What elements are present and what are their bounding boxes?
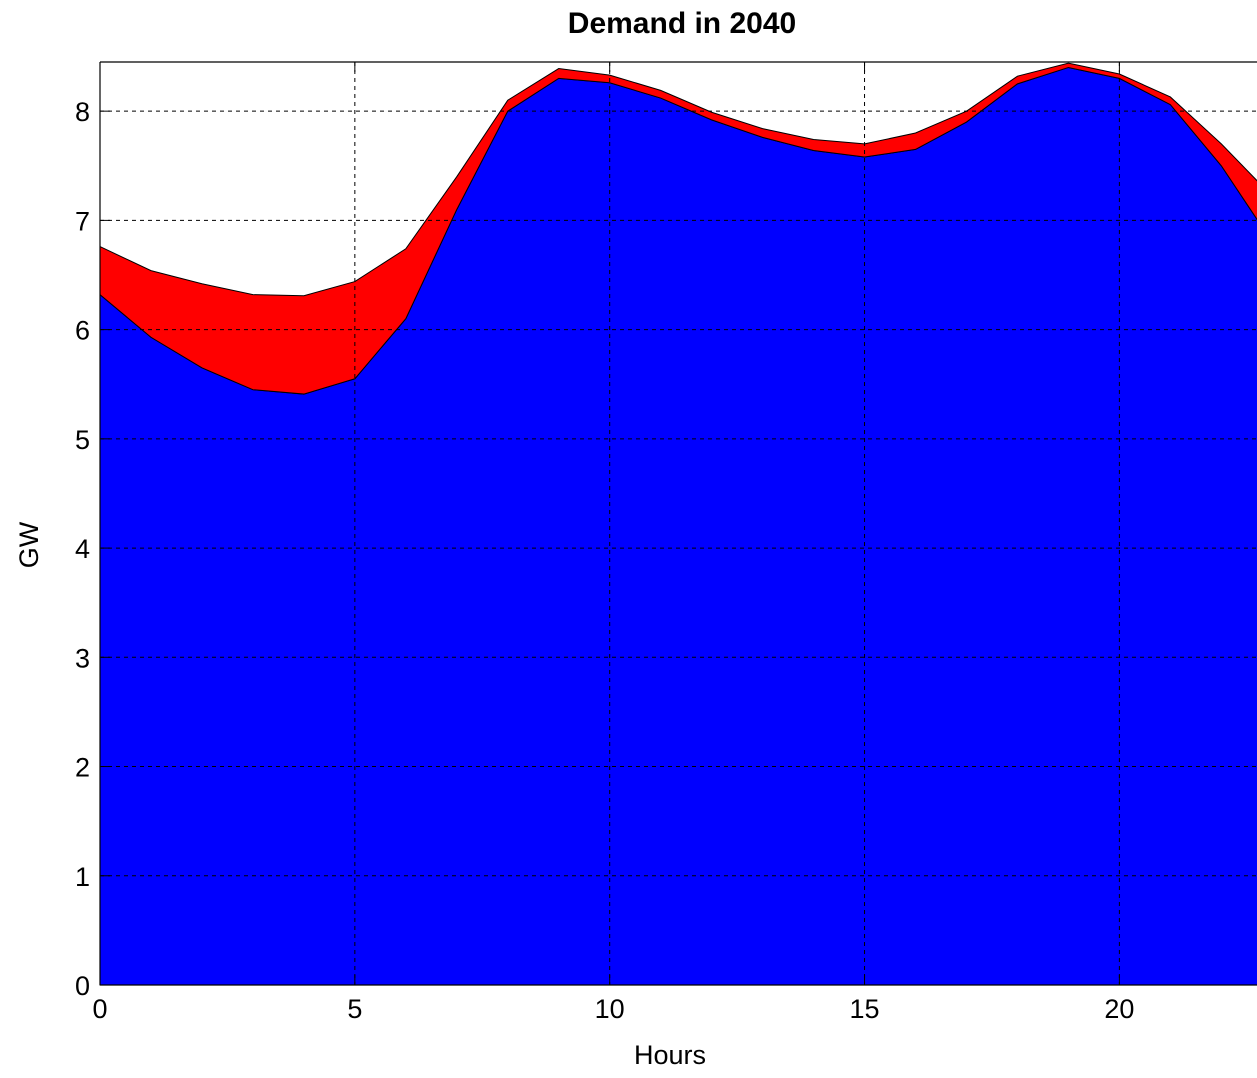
area-layer xyxy=(99,62,1257,986)
chart-title: Demand in 2040 xyxy=(568,7,796,40)
y-tick-label: 0 xyxy=(75,971,90,1001)
x-tick-label: 0 xyxy=(92,994,107,1024)
x-tick-label: 20 xyxy=(1104,994,1134,1024)
y-tick-label: 5 xyxy=(75,425,90,455)
area-series-1 xyxy=(99,66,1257,986)
y-tick-label: 7 xyxy=(75,206,90,236)
area-series-2 xyxy=(99,62,1257,395)
y-tick-label: 1 xyxy=(75,862,90,892)
axes-layer: 0 5 10 15 20 0 1 2 3 4 5 6 7 8 xyxy=(75,61,1257,1024)
y-axis-label: GW xyxy=(14,521,44,568)
x-axis-label: Hours xyxy=(634,1040,706,1070)
y-tick-label: 6 xyxy=(75,316,90,346)
y-tick-label: 4 xyxy=(75,534,90,564)
y-tick-label: 8 xyxy=(75,97,90,127)
x-tick-label: 15 xyxy=(850,994,880,1024)
x-tick-label: 5 xyxy=(347,994,362,1024)
y-tick-label: 3 xyxy=(75,643,90,673)
grid-layer xyxy=(100,62,1257,985)
x-tick-label: 10 xyxy=(595,994,625,1024)
y-tick-label: 2 xyxy=(75,753,90,783)
